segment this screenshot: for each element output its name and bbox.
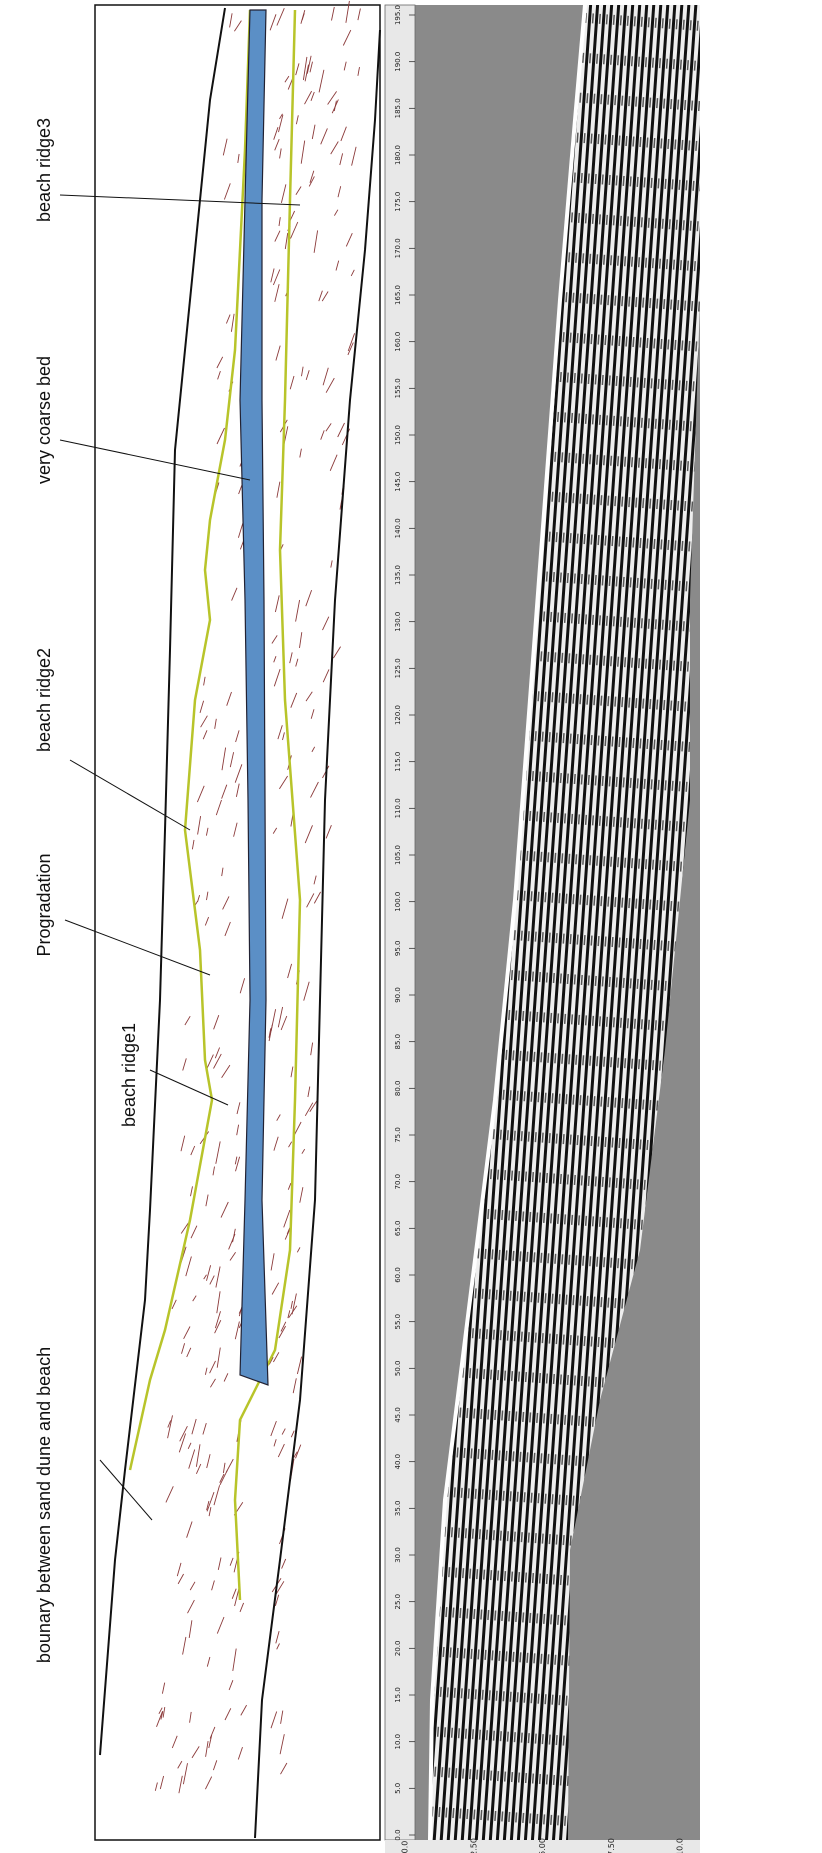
distance-tick-label: 165.0 xyxy=(394,285,402,305)
annotation-label: Progradation xyxy=(34,853,54,956)
distance-tick-label: 10.0 xyxy=(394,1734,402,1750)
depth-tick-label: 0.0 xyxy=(401,1841,410,1853)
distance-tick-label: 105.0 xyxy=(394,845,402,865)
distance-tick-label: 110.0 xyxy=(394,798,402,818)
distance-tick-label: 125.0 xyxy=(394,658,402,678)
distance-tick-label: 195.0 xyxy=(394,5,402,25)
distance-tick-label: 95.0 xyxy=(394,941,402,957)
annotation-label: bounary between sand dune and beach xyxy=(34,1347,54,1663)
distance-tick-label: 180.0 xyxy=(394,145,402,165)
distance-tick-label: 135.0 xyxy=(394,565,402,585)
distance-tick-label: 155.0 xyxy=(394,378,402,398)
distance-tick-label: 45.0 xyxy=(394,1407,402,1423)
distance-tick-label: 100.0 xyxy=(394,892,402,912)
depth-tick-label: 5.00 xyxy=(538,1838,547,1853)
distance-tick-label: 190.0 xyxy=(394,52,402,72)
distance-tick-label: 5.0 xyxy=(394,1783,402,1794)
distance-tick-label: 0.0 xyxy=(394,1829,402,1840)
distance-tick-label: 90.0 xyxy=(394,987,402,1003)
distance-tick-label: 130.0 xyxy=(394,612,402,632)
distance-tick-label: 80.0 xyxy=(394,1081,402,1097)
figure: beach ridge3 very coarse bed beach ridge2 P… xyxy=(0,0,822,1853)
distance-tick-label: 140.0 xyxy=(394,518,402,538)
annotation-label: very coarse bed xyxy=(34,356,54,484)
distance-tick-label: 40.0 xyxy=(394,1454,402,1470)
distance-tick-label: 70.0 xyxy=(394,1174,402,1190)
distance-tick-label: 85.0 xyxy=(394,1034,402,1050)
distance-tick-label: 145.0 xyxy=(394,472,402,492)
distance-tick-label: 20.0 xyxy=(394,1641,402,1657)
distance-tick-label: 185.0 xyxy=(394,98,402,118)
distance-tick-label: 65.0 xyxy=(394,1221,402,1237)
annotation-label: beach ridge3 xyxy=(34,118,54,222)
distance-tick-label: 175.0 xyxy=(394,192,402,212)
distance-tick-label: 160.0 xyxy=(394,332,402,352)
annotation-label: beach ridge2 xyxy=(34,648,54,752)
distance-tick-label: 115.0 xyxy=(394,752,402,772)
annotation-label: beach ridge1 xyxy=(119,1023,139,1127)
distance-tick-label: 75.0 xyxy=(394,1127,402,1143)
distance-tick-label: 55.0 xyxy=(394,1314,402,1330)
depth-tick-label: 7.50 xyxy=(607,1838,616,1853)
distance-tick-label: 15.0 xyxy=(394,1687,402,1703)
distance-tick-label: 50.0 xyxy=(394,1361,402,1377)
distance-tick-label: 60.0 xyxy=(394,1267,402,1283)
distance-tick-label: 30.0 xyxy=(394,1547,402,1563)
depth-tick-label: 10.0 xyxy=(676,1838,685,1853)
distance-tick-label: 150.0 xyxy=(394,425,402,445)
distance-axis xyxy=(385,5,415,1840)
distance-tick-label: 25.0 xyxy=(394,1594,402,1610)
distance-tick-label: 120.0 xyxy=(394,705,402,725)
distance-tick-label: 35.0 xyxy=(394,1501,402,1517)
depth-tick-label: 2.50 xyxy=(469,1838,478,1853)
distance-tick-label: 170.0 xyxy=(394,238,402,258)
